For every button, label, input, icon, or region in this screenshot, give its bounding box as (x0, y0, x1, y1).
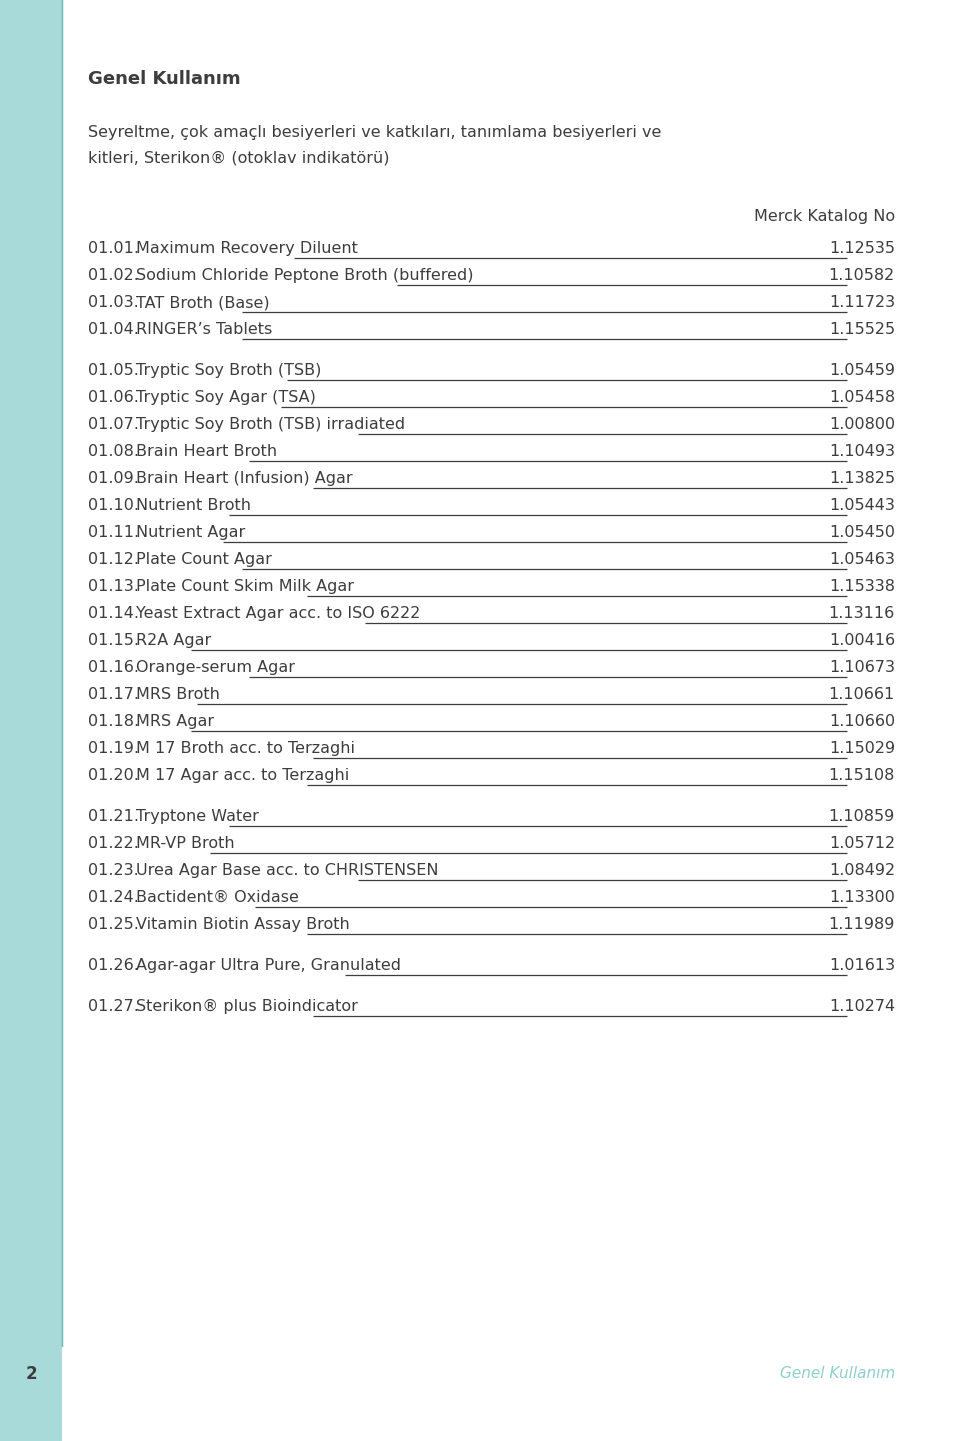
Text: 01.20.: 01.20. (88, 768, 139, 782)
Text: MRS Broth: MRS Broth (136, 687, 220, 702)
Text: Orange-serum Agar: Orange-serum Agar (136, 660, 295, 674)
Text: Sterikon® plus Bioindicator: Sterikon® plus Bioindicator (136, 999, 358, 1014)
Text: 1.10274: 1.10274 (828, 999, 895, 1014)
Text: 01.07.: 01.07. (88, 416, 139, 432)
Text: 01.25.: 01.25. (88, 916, 139, 932)
Text: 1.15029: 1.15029 (828, 741, 895, 757)
Text: Plate Count Skim Milk Agar: Plate Count Skim Milk Agar (136, 579, 354, 594)
Text: 01.03.: 01.03. (88, 295, 139, 310)
Text: MRS Agar: MRS Agar (136, 713, 214, 729)
Text: Genel Kullanım: Genel Kullanım (88, 71, 241, 88)
Text: Urea Agar Base acc. to CHRISTENSEN: Urea Agar Base acc. to CHRISTENSEN (136, 863, 439, 878)
Text: Nutrient Agar: Nutrient Agar (136, 525, 245, 540)
Text: 1.10859: 1.10859 (828, 808, 895, 824)
Text: 01.17.: 01.17. (88, 687, 139, 702)
Text: 1.08492: 1.08492 (828, 863, 895, 878)
Bar (0, 1347, 62, 1441)
Text: 1.13300: 1.13300 (829, 891, 895, 905)
Text: Tryptic Soy Agar (TSA): Tryptic Soy Agar (TSA) (136, 391, 316, 405)
Text: 1.01613: 1.01613 (828, 958, 895, 973)
Text: Tryptic Soy Broth (TSB): Tryptic Soy Broth (TSB) (136, 363, 322, 378)
Text: 01.13.: 01.13. (88, 579, 139, 594)
Text: 1.13116: 1.13116 (828, 607, 895, 621)
Text: Sodium Chloride Peptone Broth (buffered): Sodium Chloride Peptone Broth (buffered) (136, 268, 473, 282)
Text: 01.08.: 01.08. (88, 444, 139, 460)
Text: Bactident® Oxidase: Bactident® Oxidase (136, 891, 299, 905)
Text: Seyreltme, çok amaçlı besiyerleri ve katkıları, tanımlama besiyerleri ve: Seyreltme, çok amaçlı besiyerleri ve kat… (88, 125, 661, 140)
Text: 1.10582: 1.10582 (828, 268, 895, 282)
Text: 01.06.: 01.06. (88, 391, 139, 405)
Text: 1.05712: 1.05712 (828, 836, 895, 852)
Text: Plate Count Agar: Plate Count Agar (136, 552, 272, 566)
Text: 01.01.: 01.01. (88, 241, 139, 256)
Text: 01.21.: 01.21. (88, 808, 139, 824)
Text: M 17 Agar acc. to Terzaghi: M 17 Agar acc. to Terzaghi (136, 768, 349, 782)
Text: 1.00800: 1.00800 (828, 416, 895, 432)
Text: 01.16.: 01.16. (88, 660, 139, 674)
Text: 1.10660: 1.10660 (828, 713, 895, 729)
Text: 01.23.: 01.23. (88, 863, 139, 878)
Bar (0, 0, 62, 1347)
Text: Brain Heart Broth: Brain Heart Broth (136, 444, 277, 460)
Text: 1.15338: 1.15338 (829, 579, 895, 594)
Text: Maximum Recovery Diluent: Maximum Recovery Diluent (136, 241, 358, 256)
Text: 01.18.: 01.18. (88, 713, 139, 729)
Text: 1.11989: 1.11989 (828, 916, 895, 932)
Text: 1.15525: 1.15525 (828, 321, 895, 337)
Text: 1.10673: 1.10673 (829, 660, 895, 674)
Text: 01.15.: 01.15. (88, 633, 139, 648)
Text: TAT Broth (Base): TAT Broth (Base) (136, 295, 270, 310)
Text: Yeast Extract Agar acc. to ISO 6222: Yeast Extract Agar acc. to ISO 6222 (136, 607, 420, 621)
Text: 01.12.: 01.12. (88, 552, 139, 566)
Text: Brain Heart (Infusion) Agar: Brain Heart (Infusion) Agar (136, 471, 352, 486)
Text: 01.22.: 01.22. (88, 836, 139, 852)
Text: 1.10661: 1.10661 (828, 687, 895, 702)
Text: 01.02.: 01.02. (88, 268, 139, 282)
Text: RINGER’s Tablets: RINGER’s Tablets (136, 321, 273, 337)
Text: 01.27.: 01.27. (88, 999, 139, 1014)
Text: 1.05458: 1.05458 (828, 391, 895, 405)
Text: Merck Katalog No: Merck Katalog No (754, 209, 895, 223)
Text: 01.14.: 01.14. (88, 607, 139, 621)
Text: 1.13825: 1.13825 (828, 471, 895, 486)
Text: 1.05450: 1.05450 (829, 525, 895, 540)
Text: 01.26.: 01.26. (88, 958, 139, 973)
Text: 01.10.: 01.10. (88, 499, 139, 513)
Text: Agar-agar Ultra Pure, Granulated: Agar-agar Ultra Pure, Granulated (136, 958, 401, 973)
Text: Genel Kullanım: Genel Kullanım (780, 1366, 895, 1380)
Text: 01.04.: 01.04. (88, 321, 139, 337)
Text: 1.05443: 1.05443 (829, 499, 895, 513)
Text: 1.11723: 1.11723 (828, 295, 895, 310)
Text: M 17 Broth acc. to Terzaghi: M 17 Broth acc. to Terzaghi (136, 741, 355, 757)
Text: 01.05.: 01.05. (88, 363, 139, 378)
Text: 1.05459: 1.05459 (829, 363, 895, 378)
Text: Tryptic Soy Broth (TSB) irradiated: Tryptic Soy Broth (TSB) irradiated (136, 416, 405, 432)
Text: Nutrient Broth: Nutrient Broth (136, 499, 251, 513)
Text: 1.15108: 1.15108 (828, 768, 895, 782)
Text: 01.24.: 01.24. (88, 891, 139, 905)
Text: 1.12535: 1.12535 (829, 241, 895, 256)
Text: 1.05463: 1.05463 (829, 552, 895, 566)
Text: R2A Agar: R2A Agar (136, 633, 211, 648)
Text: MR-VP Broth: MR-VP Broth (136, 836, 234, 852)
Text: 01.11.: 01.11. (88, 525, 139, 540)
Text: 01.19.: 01.19. (88, 741, 139, 757)
Text: 01.09.: 01.09. (88, 471, 139, 486)
Text: kitleri, Sterikon® (otoklav indikatörü): kitleri, Sterikon® (otoklav indikatörü) (88, 150, 390, 166)
Text: 1.10493: 1.10493 (829, 444, 895, 460)
Text: Tryptone Water: Tryptone Water (136, 808, 259, 824)
Text: 1.00416: 1.00416 (828, 633, 895, 648)
Text: Vitamin Biotin Assay Broth: Vitamin Biotin Assay Broth (136, 916, 349, 932)
Text: 2: 2 (25, 1365, 36, 1382)
